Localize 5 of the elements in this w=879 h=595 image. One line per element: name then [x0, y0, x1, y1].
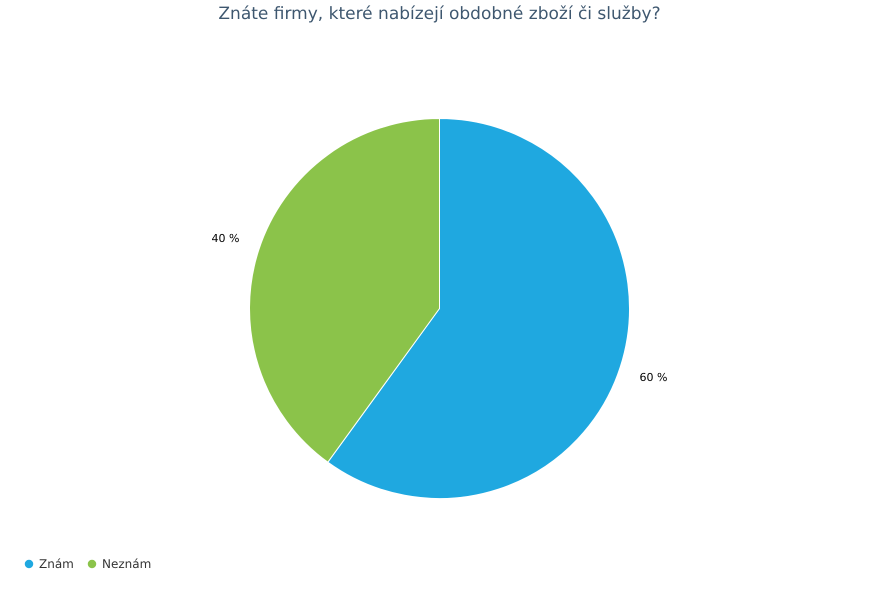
- data-label: 40 %: [212, 232, 240, 245]
- legend-label: Neznám: [102, 557, 152, 571]
- data-label: 60 %: [640, 371, 668, 384]
- chart-title: Znáte firmy, které nabízejí obdobné zboží či služby?: [218, 4, 661, 24]
- legend-label: Znám: [39, 557, 74, 571]
